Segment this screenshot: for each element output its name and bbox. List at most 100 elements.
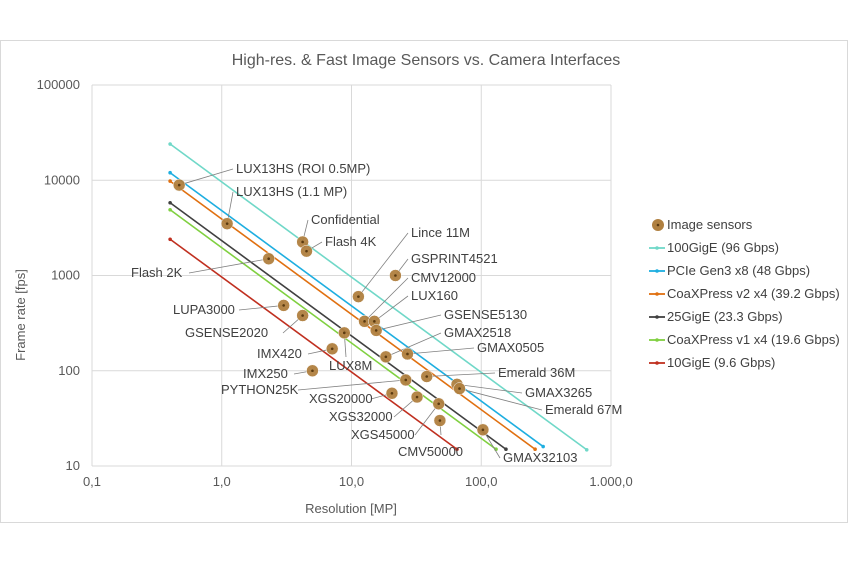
legend-item: CoaXPress v2 x4 (39.2 Gbps) (649, 286, 840, 301)
point-label: GSPRINT4521 (411, 251, 498, 266)
sensor-point-center (301, 240, 304, 244)
chart-title: High-res. & Fast Image Sensors vs. Camer… (232, 52, 621, 69)
point-label: CMV12000 (411, 270, 476, 285)
legend-marker (655, 361, 659, 365)
leader-line (407, 347, 475, 355)
point-label: Emerald 36M (498, 365, 575, 380)
legend-item: PCIe Gen3 x8 (48 Gbps) (649, 263, 810, 278)
point-label: GMAX32103 (503, 450, 577, 465)
sensor-point-center (438, 419, 442, 422)
point-label: XGS20000 (309, 391, 373, 406)
point-label: LUX8M (329, 358, 372, 373)
series-marker (504, 447, 508, 452)
tick-labels: 0,1 1,0 10,0 100,0 1.000,0 10 100 1000 10000 1000… (37, 77, 633, 489)
series-marker (168, 200, 172, 205)
leader-line (238, 305, 284, 311)
legend-label: PCIe Gen3 x8 (48 Gbps) (667, 263, 810, 278)
x-tick-label: 100,0 (465, 474, 498, 489)
sensor-points (172, 178, 490, 437)
series-line (169, 172, 544, 448)
legend-item: 25GigE (23.3 Gbps) (649, 309, 783, 324)
point-label: Flash 2K (131, 265, 183, 280)
point-label: Emerald 67M (545, 402, 622, 417)
series-line (169, 238, 458, 450)
series-line (169, 143, 588, 451)
series-marker (168, 237, 172, 242)
leader-line (459, 388, 543, 411)
x-tick-label: 10,0 (339, 474, 364, 489)
chart: High-res. & Fast Image Sensors vs. Camer… (13, 52, 840, 516)
legend-item: 100GigE (96 Gbps) (649, 240, 779, 255)
sensor-point-center (282, 304, 285, 307)
legend-item: 10GigE (9.6 Gbps) (649, 355, 775, 370)
leader-line (374, 295, 409, 322)
leader-line (376, 314, 442, 331)
series-marker (533, 447, 537, 452)
leader-line (456, 383, 523, 394)
legend-marker (655, 246, 659, 250)
y-axis-label: Frame rate [fps] (13, 269, 28, 361)
sensor-point-center (406, 352, 409, 356)
sensor-point-center (357, 295, 360, 298)
sensor-point-center (177, 183, 181, 187)
leader-line (179, 168, 234, 186)
series-line (169, 202, 507, 450)
legend-label: 100GigE (96 Gbps) (667, 240, 779, 255)
legend-item: Image sensors (652, 217, 753, 232)
point-label: IMX420 (257, 346, 302, 361)
series-lines (168, 142, 589, 452)
legend-label: Image sensors (667, 217, 753, 232)
y-tick-label: 100000 (37, 77, 80, 92)
point-label: GSENSE2020 (185, 325, 268, 340)
sensor-point-center (301, 314, 304, 317)
grid (91, 84, 612, 467)
legend-label: 10GigE (9.6 Gbps) (667, 355, 775, 370)
point-label: GSENSE5130 (444, 307, 527, 322)
leader-line (364, 277, 409, 322)
x-tick-label: 1,0 (213, 474, 231, 489)
x-tick-label: 0,1 (83, 474, 101, 489)
point-label: LUX13HS (1.1 MP) (236, 184, 347, 199)
point-label: Lince 11M (411, 225, 470, 240)
sensor-point-center (390, 391, 394, 395)
sensor-point-center (384, 355, 388, 359)
y-tick-label: 10000 (44, 172, 80, 187)
legend-marker (655, 338, 659, 342)
leader-line (385, 332, 442, 358)
point-label: LUPA3000 (173, 302, 235, 317)
y-tick-label: 10 (66, 458, 80, 473)
leader-line (414, 403, 440, 436)
sensor-point-center (404, 378, 408, 382)
point-label: XGS45000 (351, 427, 415, 442)
x-axis-label: Resolution [MP] (305, 501, 397, 516)
y-tick-label: 100 (58, 363, 80, 378)
point-label: LUX160 (411, 288, 458, 303)
leader-line (426, 372, 496, 377)
legend: Image sensors 100GigE (96 Gbps) PCIe Gen3 … (649, 217, 840, 370)
legend-label: CoaXPress v1 x4 (19.6 Gbps) (667, 332, 840, 347)
sensor-point-center (363, 320, 366, 323)
sensor-point-center (305, 249, 308, 253)
sensor-point-center (425, 375, 429, 378)
legend-marker (655, 269, 659, 273)
series-marker (168, 207, 172, 212)
series-marker (541, 444, 545, 449)
point-label: XGS32000 (329, 409, 393, 424)
sensor-point-center (267, 257, 270, 261)
leader-line (297, 379, 406, 391)
legend-marker (655, 292, 659, 296)
leader-line (188, 258, 269, 274)
point-label: Confidential (311, 212, 380, 227)
point-label: LUX13HS (ROI 0.5MP) (236, 161, 370, 176)
y-tick-label: 1000 (51, 268, 80, 283)
sensor-point-center (394, 274, 397, 277)
point-label: CMV50000 (398, 444, 463, 459)
legend-label: CoaXPress v2 x4 (39.2 Gbps) (667, 286, 840, 301)
sensor-point-center (415, 395, 419, 399)
point-label: GMAX3265 (525, 385, 592, 400)
series-line (169, 209, 497, 450)
legend-label: 25GigE (23.3 Gbps) (667, 309, 783, 324)
legend-marker-center (656, 223, 660, 227)
legend-marker (655, 315, 659, 319)
sensor-point-center (330, 347, 334, 351)
